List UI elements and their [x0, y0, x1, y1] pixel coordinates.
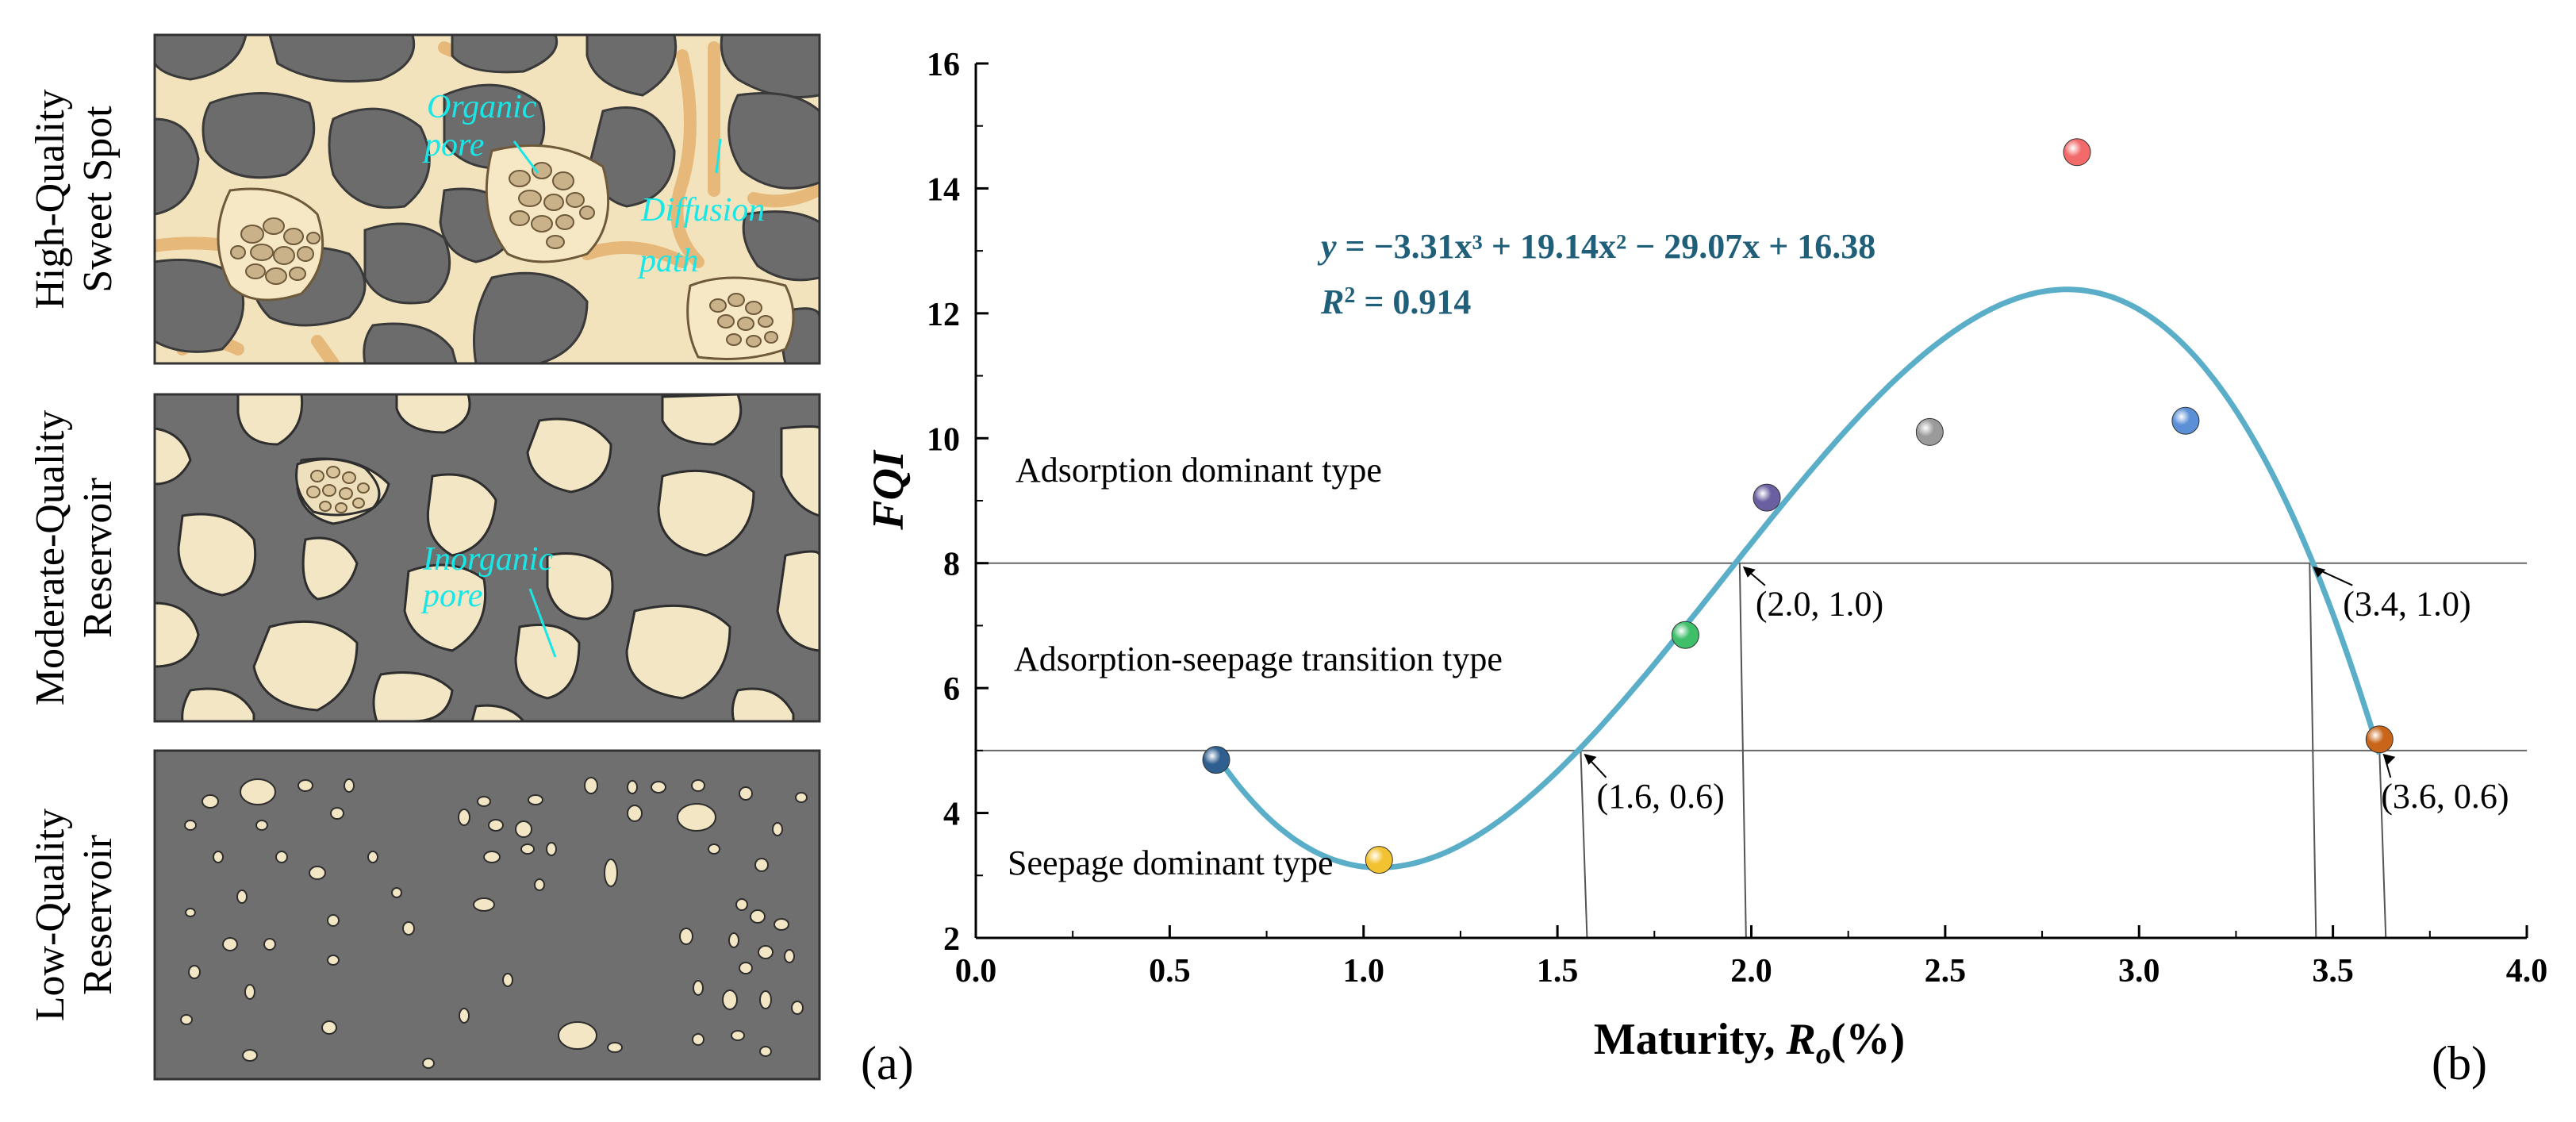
row1-title-line1: High-Quality — [28, 89, 73, 309]
point-annotations: (2.0, 1.0) (3.4, 1.0) (1.6, 0.6) (3.6, 0.6) — [1584, 566, 2509, 816]
row3-title-line2: Reservoir — [75, 835, 121, 995]
row2-title-line2: Reservoir — [75, 478, 121, 638]
annotation-organic: Organic — [427, 89, 537, 125]
y-tick-label: 10 — [927, 421, 960, 458]
x-tick-label: 0.5 — [1149, 953, 1191, 989]
annotation-label: (3.6, 0.6) — [2381, 777, 2509, 816]
axes: 0.0 0.5 1.0 1.5 2.0 2.5 3.0 3.5 4.0 2 4 6 8 10 12 14 16 — [927, 47, 2547, 989]
y-tick-label: 14 — [927, 171, 960, 208]
annotation-diffusion: Diffusion — [640, 192, 765, 229]
row2-title-line1: Moderate-Quality — [28, 410, 73, 706]
panel-a-label: (a) — [861, 1037, 914, 1089]
annotation-inorganic: Inorganic — [422, 541, 553, 578]
annotation-arrow-head — [2313, 566, 2326, 578]
annotation-organic-pore: pore — [422, 127, 484, 163]
low-reservoir-frame — [153, 749, 821, 1081]
row3-title-line1: Low-Quality — [28, 809, 73, 1022]
drop-line-3 — [2378, 750, 2387, 939]
drop-line-0 — [1738, 563, 1747, 939]
data-point — [1671, 621, 1699, 649]
row1-title-line2: Sweet Spot — [75, 106, 121, 293]
data-point — [2171, 406, 2200, 435]
x-tick-label: 0.0 — [955, 953, 997, 989]
data-point — [1365, 846, 1393, 874]
data-points — [1202, 138, 2394, 874]
moderate-reservoir-frame — [153, 393, 821, 723]
drop-lines — [1580, 563, 2387, 939]
y-tick-label: 8 — [943, 547, 960, 583]
x-tick-label: 1.5 — [1537, 953, 1579, 989]
zone-label-transition: Adsorption-seepage transition type — [1014, 640, 1503, 678]
zone-label-adsorption: Adsorption dominant type — [1015, 451, 1382, 490]
moderate-reservoir-illustration: Inorganic pore — [155, 394, 820, 721]
data-point — [2365, 725, 2394, 754]
threshold-lines — [976, 562, 2527, 751]
y-tick-label: 6 — [943, 671, 960, 708]
y-axis-label: FQI — [864, 449, 913, 531]
fit-curve — [1214, 286, 2382, 870]
fit-equation: y = −3.31x³ + 19.14x² − 29.07x + 16.38 — [1317, 227, 1875, 266]
annotation-arrow-head — [2382, 753, 2396, 765]
x-tick-label: 2.0 — [1730, 953, 1772, 989]
annotation-arrow-head — [1584, 753, 1597, 765]
annotation-arrow-head — [1742, 566, 1756, 578]
x-tick-label: 1.0 — [1343, 953, 1385, 989]
x-axis-label: Maturity, Ro(%) — [1594, 1015, 1905, 1070]
fit-r-squared: R2 = 0.914 — [1320, 282, 1471, 321]
y-tick-label: 4 — [943, 797, 960, 833]
panel-b-label: (b) — [2432, 1037, 2487, 1089]
y-tick-label: 16 — [927, 47, 960, 83]
annotation-inorganic-pore: pore — [420, 578, 482, 614]
y-tick-label: 12 — [927, 297, 960, 333]
annotation-label: (1.6, 0.6) — [1596, 777, 1724, 816]
annotation-label: (3.4, 1.0) — [2343, 585, 2470, 624]
sweet-spot-illustration: Organic pore Diffusion path — [155, 35, 820, 363]
zone-label-seepage: Seepage dominant type — [1008, 843, 1334, 882]
annotation-diffusion-path: path — [637, 243, 699, 279]
data-point — [1915, 417, 1944, 446]
sweet-spot-frame — [153, 33, 821, 365]
y-tick-label: 2 — [943, 921, 960, 958]
data-point — [1753, 483, 1781, 512]
panel-a: High-Quality Sweet Spot Moderate-Quality… — [28, 33, 914, 1089]
data-point — [1202, 746, 1230, 774]
data-point — [2063, 138, 2091, 167]
x-tick-label: 3.0 — [2118, 953, 2160, 989]
panel-b: 0.0 0.5 1.0 1.5 2.0 2.5 3.0 3.5 4.0246810121416 … — [864, 47, 2547, 1089]
x-tick-label: 3.5 — [2312, 953, 2354, 989]
annotation-label: (2.0, 1.0) — [1756, 585, 1883, 624]
low-reservoir-illustration — [155, 751, 820, 1079]
x-tick-label: 4.0 — [2506, 953, 2548, 989]
drop-line-1 — [2309, 563, 2317, 939]
x-tick-label: 2.5 — [1925, 953, 1967, 989]
drop-line-2 — [1580, 750, 1588, 939]
